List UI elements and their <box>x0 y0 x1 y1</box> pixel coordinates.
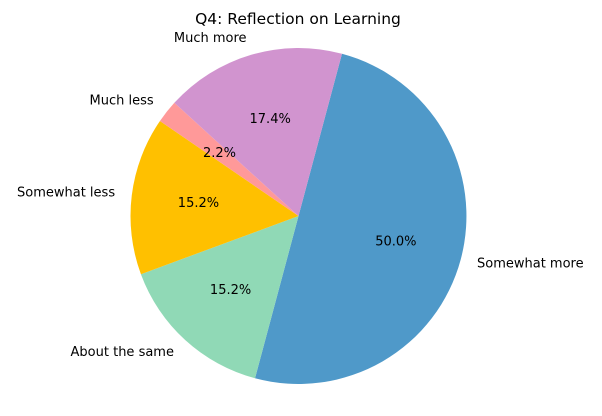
pie-category-label-much-more: Much more <box>174 31 247 46</box>
pie-category-label-about-the-same: About the same <box>71 345 174 360</box>
pie-category-label-much-less: Much less <box>90 94 154 109</box>
pie-value-label-much-less: 2.2% <box>203 146 236 161</box>
pie-slice-much-less <box>159 102 299 216</box>
chart-title: Q4: Reflection on Learning <box>195 10 401 28</box>
pie-labels: 50.0% Somewhat more 15.2% About the same 15.… <box>17 31 584 360</box>
pie-value-label-about-the-same: 15.2% <box>210 283 251 298</box>
pie-slices <box>130 48 467 384</box>
pie-slice-about-the-same <box>140 216 299 379</box>
pie-slice-somewhat-less <box>130 120 299 275</box>
pie-slice-much-more <box>174 48 342 217</box>
pie-value-label-somewhat-less: 15.2% <box>178 196 219 211</box>
pie-value-label-somewhat-more: 50.0% <box>375 235 416 250</box>
pie-slice-somewhat-more <box>255 53 467 384</box>
pie-category-label-somewhat-more: Somewhat more <box>477 256 584 271</box>
pie-category-label-somewhat-less: Somewhat less <box>17 186 115 201</box>
pie-value-label-much-more: 17.4% <box>250 112 291 127</box>
